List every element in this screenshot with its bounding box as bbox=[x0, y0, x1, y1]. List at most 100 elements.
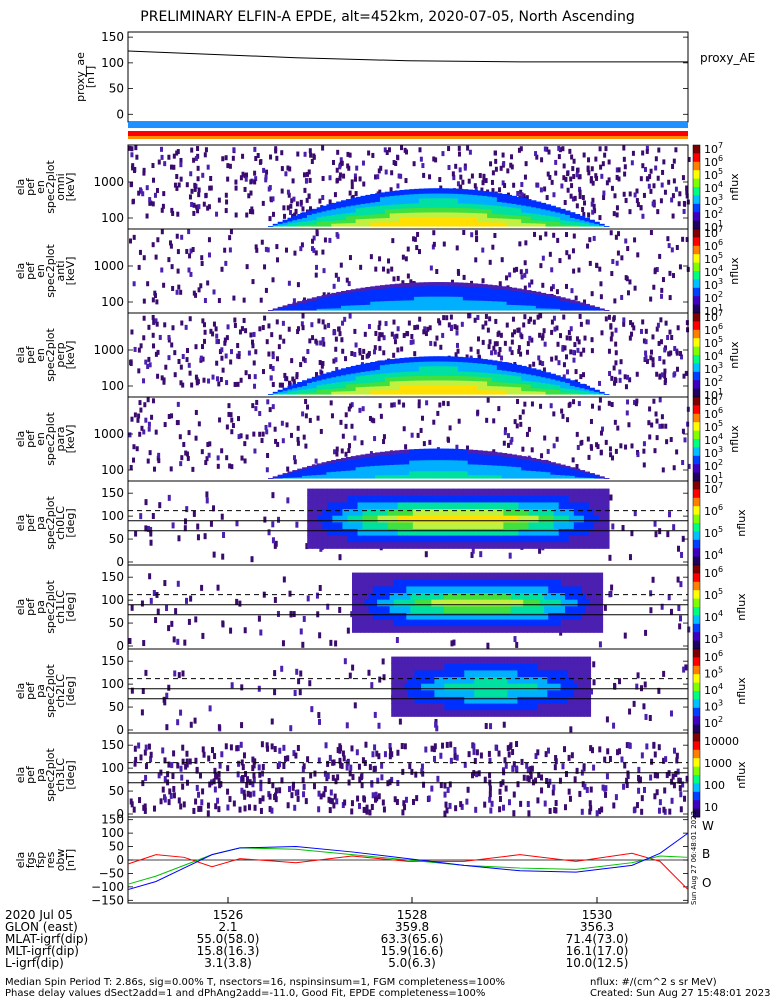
spectrogram-cell bbox=[560, 208, 566, 212]
spectrogram-cell bbox=[589, 473, 595, 475]
spectrogram-cell bbox=[372, 501, 379, 510]
spectrogram-cell bbox=[387, 501, 394, 510]
spectrogram-cell bbox=[457, 463, 464, 468]
spectrogram-cell bbox=[372, 572, 378, 580]
noise-pixel bbox=[300, 321, 304, 327]
noise-pixel bbox=[410, 432, 414, 438]
spectrogram-cell bbox=[477, 290, 483, 295]
spectrogram-cell bbox=[526, 377, 532, 382]
spectrogram-cell bbox=[560, 391, 566, 395]
spectrogram-cell bbox=[443, 360, 449, 367]
noise-pixel bbox=[681, 459, 685, 465]
spectrogram-cell bbox=[584, 303, 590, 306]
spectrogram-cell bbox=[326, 305, 332, 309]
colorbar-label: nflux bbox=[728, 425, 741, 453]
spectrogram-cell bbox=[381, 572, 386, 580]
noise-pixel bbox=[660, 287, 664, 293]
noise-pixel bbox=[675, 244, 679, 250]
spectrogram-cell bbox=[598, 528, 605, 536]
spectrogram-cell bbox=[428, 448, 435, 453]
spectrogram-cell bbox=[604, 521, 610, 529]
spectrogram-cell bbox=[540, 459, 547, 463]
noise-pixel bbox=[678, 623, 682, 630]
spectrogram-cell bbox=[498, 541, 504, 549]
noise-pixel bbox=[516, 327, 520, 333]
spectrogram-cell bbox=[392, 488, 399, 496]
noise-pixel bbox=[590, 337, 594, 343]
spectrogram-cell bbox=[503, 515, 509, 523]
spectrogram-cell bbox=[326, 212, 332, 216]
spectrogram-cell bbox=[362, 515, 369, 523]
spectrogram-cell bbox=[578, 521, 585, 529]
noise-pixel bbox=[578, 186, 582, 192]
spectrogram-cell bbox=[565, 380, 571, 383]
noise-pixel bbox=[474, 186, 478, 192]
noise-pixel bbox=[148, 573, 152, 580]
noise-pixel bbox=[633, 192, 637, 198]
spectrogram-cell bbox=[389, 467, 396, 472]
noise-pixel bbox=[543, 435, 547, 441]
spectrogram-cell bbox=[496, 205, 503, 211]
noise-pixel bbox=[599, 164, 603, 170]
spectrogram-cell bbox=[533, 508, 540, 516]
colorbar-tick-label: 103 bbox=[704, 277, 723, 292]
spectrogram-cell bbox=[555, 463, 561, 466]
spectrogram-cell bbox=[487, 376, 493, 382]
noise-pixel bbox=[157, 452, 161, 458]
spectrogram-cell bbox=[402, 625, 407, 633]
noise-pixel bbox=[679, 351, 683, 357]
spectrogram-cell bbox=[453, 389, 459, 395]
spectrogram-cell bbox=[311, 217, 318, 221]
noise-pixel bbox=[572, 158, 576, 164]
noise-pixel bbox=[620, 294, 624, 300]
spectrogram-cell bbox=[545, 212, 552, 216]
spectrogram-cell bbox=[579, 473, 586, 475]
noise-pixel bbox=[332, 283, 336, 289]
spectrogram-cell bbox=[350, 291, 357, 296]
noise-pixel bbox=[659, 198, 663, 204]
spectrogram-cell bbox=[406, 585, 411, 594]
spectrogram-cell bbox=[368, 599, 374, 607]
spectrogram-cell bbox=[492, 200, 498, 206]
noise-pixel bbox=[568, 401, 572, 407]
spectrogram-cell bbox=[404, 371, 410, 377]
spectrogram-cell bbox=[417, 528, 424, 536]
spectrogram-cell bbox=[355, 472, 362, 476]
spectrogram-cell bbox=[316, 375, 323, 379]
spectrogram-cell bbox=[404, 463, 410, 468]
noise-pixel bbox=[378, 320, 382, 326]
spectrogram-cell bbox=[574, 219, 581, 223]
noise-pixel bbox=[254, 349, 258, 355]
noise-pixel bbox=[400, 346, 404, 352]
spectrogram-cell bbox=[404, 286, 410, 291]
spectrogram-cell bbox=[462, 296, 469, 301]
spectrogram-cell bbox=[331, 301, 337, 305]
spectrogram-cell bbox=[418, 188, 425, 194]
spectrogram-cell bbox=[402, 579, 407, 587]
spectrogram-cell bbox=[516, 211, 522, 216]
proxy-ae-line bbox=[127, 50, 688, 63]
spectrogram-cell bbox=[399, 296, 405, 301]
noise-pixel bbox=[492, 449, 496, 455]
spectrogram-cell bbox=[302, 308, 308, 311]
spectrogram-cell bbox=[508, 528, 514, 536]
colorbar-segment bbox=[693, 422, 700, 432]
noise-pixel bbox=[685, 237, 689, 243]
spectrogram-cell bbox=[384, 287, 391, 292]
noise-pixel bbox=[476, 336, 480, 342]
noise-pixel bbox=[644, 339, 648, 345]
spectrogram-cell bbox=[282, 474, 289, 477]
noise-pixel bbox=[306, 595, 310, 602]
spectrogram-cell bbox=[483, 541, 489, 549]
spectrogram-cell bbox=[327, 528, 333, 536]
noise-pixel bbox=[349, 403, 353, 409]
noise-pixel bbox=[618, 369, 622, 375]
noise-pixel bbox=[509, 439, 513, 445]
spectrogram-cell bbox=[443, 470, 449, 475]
spectrogram-cell bbox=[364, 579, 370, 587]
noise-pixel bbox=[455, 444, 459, 450]
noise-pixel bbox=[320, 370, 324, 376]
spectrogram-cell bbox=[350, 201, 357, 206]
spectrogram-cell bbox=[306, 392, 313, 395]
spectrogram-cell bbox=[306, 220, 313, 223]
